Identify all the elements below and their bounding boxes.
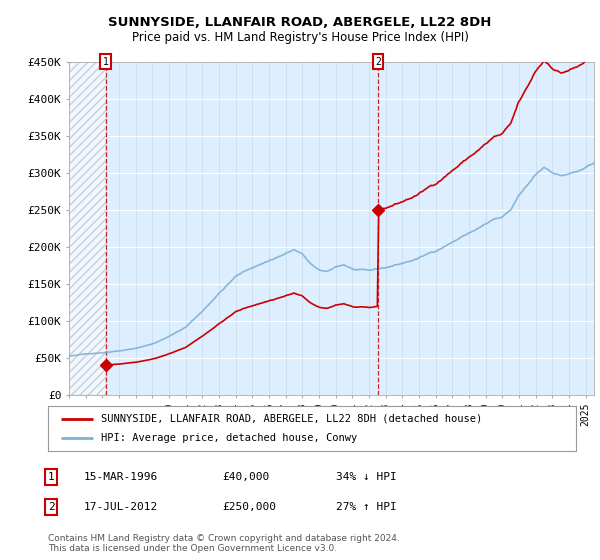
Text: SUNNYSIDE, LLANFAIR ROAD, ABERGELE, LL22 8DH (detached house): SUNNYSIDE, LLANFAIR ROAD, ABERGELE, LL22… (101, 413, 482, 423)
Text: Price paid vs. HM Land Registry's House Price Index (HPI): Price paid vs. HM Land Registry's House … (131, 31, 469, 44)
Text: £250,000: £250,000 (222, 502, 276, 512)
Text: 2: 2 (375, 57, 381, 67)
Text: HPI: Average price, detached house, Conwy: HPI: Average price, detached house, Conw… (101, 433, 357, 444)
Text: 2: 2 (47, 502, 55, 512)
Text: £40,000: £40,000 (222, 472, 269, 482)
Bar (69, 62, 106, 395)
Bar (69, 62, 106, 395)
Text: 27% ↑ HPI: 27% ↑ HPI (336, 502, 397, 512)
Text: 34% ↓ HPI: 34% ↓ HPI (336, 472, 397, 482)
Text: 1: 1 (47, 472, 55, 482)
Text: SUNNYSIDE, LLANFAIR ROAD, ABERGELE, LL22 8DH: SUNNYSIDE, LLANFAIR ROAD, ABERGELE, LL22… (109, 16, 491, 29)
Text: Contains HM Land Registry data © Crown copyright and database right 2024.
This d: Contains HM Land Registry data © Crown c… (48, 534, 400, 553)
Text: 17-JUL-2012: 17-JUL-2012 (84, 502, 158, 512)
Text: 15-MAR-1996: 15-MAR-1996 (84, 472, 158, 482)
Text: 1: 1 (103, 57, 109, 67)
